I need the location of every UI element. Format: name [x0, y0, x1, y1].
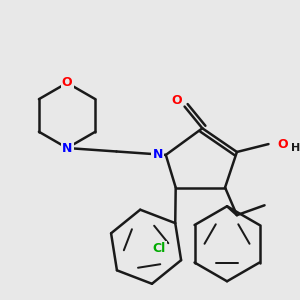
- Text: N: N: [153, 148, 163, 161]
- Text: O: O: [62, 76, 72, 89]
- Text: H: H: [292, 143, 300, 153]
- Text: N: N: [62, 142, 72, 154]
- Text: O: O: [171, 94, 182, 107]
- Text: Cl: Cl: [153, 242, 166, 255]
- Text: O: O: [277, 138, 288, 151]
